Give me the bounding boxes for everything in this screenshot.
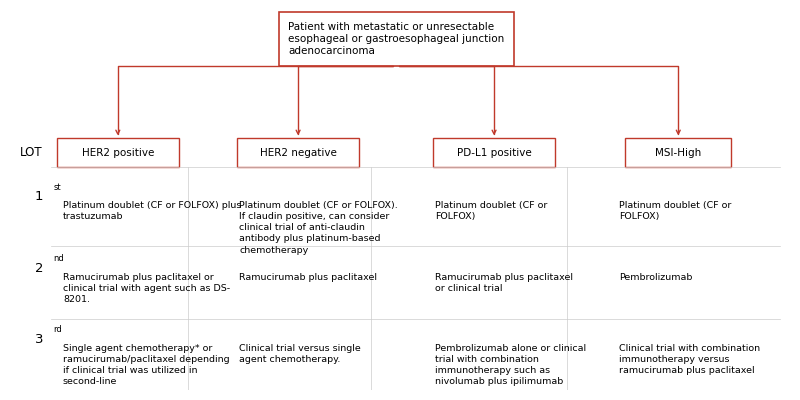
Text: Ramucirumab plus paclitaxel
or clinical trial: Ramucirumab plus paclitaxel or clinical … — [435, 273, 574, 293]
Text: Platinum doublet (CF or FOLFOX) plus
trastuzumab: Platinum doublet (CF or FOLFOX) plus tra… — [63, 201, 242, 221]
Text: Pembrolizumab alone or clinical
trial with combination
immunotherapy such as
niv: Pembrolizumab alone or clinical trial wi… — [435, 344, 586, 386]
Text: Pembrolizumab: Pembrolizumab — [619, 273, 693, 282]
Text: Clinical trial versus single
agent chemotherapy.: Clinical trial versus single agent chemo… — [239, 344, 361, 364]
Text: Platinum doublet (CF or FOLFOX).
If claudin positive, can consider
clinical tria: Platinum doublet (CF or FOLFOX). If clau… — [239, 201, 398, 254]
Text: Single agent chemotherapy* or
ramucirumab/paclitaxel depending
if clinical trial: Single agent chemotherapy* or ramuciruma… — [63, 344, 230, 386]
Text: st: st — [54, 182, 61, 192]
Text: 1: 1 — [35, 190, 43, 203]
Text: LOT: LOT — [20, 146, 43, 160]
Text: rd: rd — [54, 326, 62, 334]
Text: Platinum doublet (CF or
FOLFOX): Platinum doublet (CF or FOLFOX) — [619, 201, 732, 221]
FancyBboxPatch shape — [434, 138, 555, 167]
Text: Ramucirumab plus paclitaxel or
clinical trial with agent such as DS-
8201.: Ramucirumab plus paclitaxel or clinical … — [63, 273, 230, 304]
Text: HER2 negative: HER2 negative — [260, 148, 337, 158]
FancyBboxPatch shape — [57, 138, 178, 167]
Text: MSI-High: MSI-High — [655, 148, 702, 158]
Text: HER2 positive: HER2 positive — [82, 148, 154, 158]
Text: 3: 3 — [35, 333, 43, 346]
Text: Clinical trial with combination
immunotherapy versus
ramucirumab plus paclitaxel: Clinical trial with combination immunoth… — [619, 344, 761, 375]
Text: nd: nd — [54, 254, 64, 263]
Text: 2: 2 — [35, 262, 43, 274]
Text: Platinum doublet (CF or
FOLFOX): Platinum doublet (CF or FOLFOX) — [435, 201, 548, 221]
FancyBboxPatch shape — [626, 138, 731, 167]
Text: Ramucirumab plus paclitaxel: Ramucirumab plus paclitaxel — [239, 273, 378, 282]
Text: Patient with metastatic or unresectable
esophageal or gastroesophageal junction
: Patient with metastatic or unresectable … — [288, 22, 504, 56]
FancyBboxPatch shape — [278, 12, 514, 66]
Text: PD-L1 positive: PD-L1 positive — [457, 148, 531, 158]
FancyBboxPatch shape — [238, 138, 359, 167]
